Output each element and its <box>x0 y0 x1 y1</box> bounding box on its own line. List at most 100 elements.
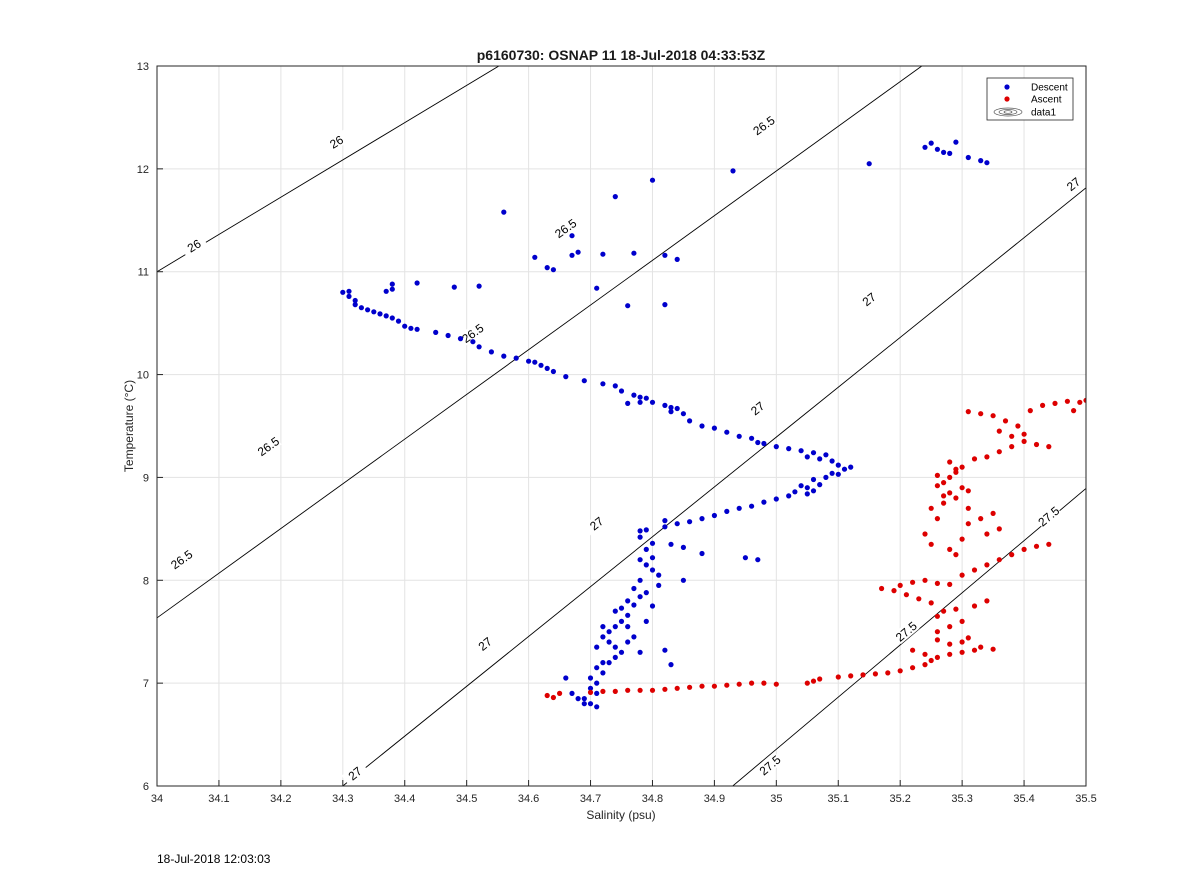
ascent-point <box>1033 441 1040 448</box>
ascent-point <box>953 606 959 612</box>
ascent-point <box>860 672 866 678</box>
descent-point <box>631 250 637 256</box>
descent-point <box>395 318 402 324</box>
ascent-point <box>996 449 1002 455</box>
ascent-point <box>984 454 990 460</box>
isopycnal-line <box>157 66 923 619</box>
descent-point <box>941 149 947 155</box>
ascent-point <box>600 688 606 695</box>
descent-point <box>563 374 569 380</box>
y-tick-label: 8 <box>143 575 149 587</box>
ascent-point <box>1009 433 1015 439</box>
descent-point <box>594 690 600 697</box>
descent-point <box>618 605 625 611</box>
descent-point <box>451 284 457 290</box>
descent-point <box>383 288 389 294</box>
descent-point <box>550 267 557 273</box>
ascent-point <box>1015 423 1021 429</box>
descent-point <box>761 440 767 447</box>
ascent-point <box>922 577 928 583</box>
ascent-point <box>1071 408 1077 414</box>
ascent-point <box>885 670 891 676</box>
ascent-point <box>711 683 718 689</box>
descent-point <box>656 572 662 578</box>
ascent-point <box>1027 408 1033 414</box>
ascent-point <box>1064 398 1070 404</box>
descent-point <box>575 249 581 255</box>
ascent-point <box>1083 397 1086 403</box>
descent-series <box>340 139 990 710</box>
legend-box <box>986 77 1074 121</box>
descent-point <box>798 448 804 454</box>
ascent-point <box>959 639 965 645</box>
ascent-point <box>971 456 978 462</box>
ascent-point <box>1021 438 1027 444</box>
descent-point <box>643 395 649 401</box>
descent-point <box>810 450 817 456</box>
descent-point <box>587 675 594 681</box>
ascent-point <box>934 654 941 661</box>
x-tick-label: 34.3 <box>332 793 353 805</box>
descent-point <box>606 639 612 645</box>
descent-point <box>358 305 364 311</box>
isopycnal-label-bg <box>855 286 883 312</box>
descent-point <box>823 474 829 480</box>
descent-point <box>755 557 761 563</box>
ascent-point <box>971 603 978 609</box>
descent-point <box>371 309 377 315</box>
ascent-point <box>817 676 823 682</box>
descent-point <box>544 265 550 271</box>
ascent-point <box>1046 444 1052 450</box>
descent-point <box>804 454 810 460</box>
descent-point <box>823 452 829 458</box>
ascent-point <box>934 472 941 478</box>
ascent-point <box>947 581 953 588</box>
ascent-point <box>761 680 767 686</box>
descent-point <box>606 629 612 635</box>
descent-point <box>934 146 941 152</box>
ascent-point <box>965 521 971 527</box>
descent-point <box>600 670 606 676</box>
ascent-point <box>947 641 953 647</box>
isopycnal-label-bg <box>459 320 487 346</box>
descent-point <box>730 168 736 174</box>
descent-point <box>340 289 346 295</box>
isopycnal-label-bg <box>744 395 771 421</box>
descent-point <box>600 381 606 387</box>
ascent-point <box>971 647 978 653</box>
descent-point <box>637 534 643 540</box>
descent-point <box>773 496 779 502</box>
descent-point <box>594 680 600 686</box>
descent-point <box>625 303 631 309</box>
descent-point <box>637 594 643 600</box>
y-tick-label: 12 <box>137 164 149 176</box>
ascent-point <box>959 536 965 542</box>
descent-point <box>817 456 823 462</box>
ascent-point <box>996 557 1002 563</box>
isopycnal-label-bg <box>551 215 580 241</box>
ascent-point <box>965 635 971 641</box>
chart-title: p6160730: OSNAP 11 18-Jul-2018 04:33:53Z <box>477 47 766 63</box>
descent-point <box>631 585 637 592</box>
isopycnal-label: 26 <box>185 236 204 255</box>
descent-point <box>637 399 643 405</box>
descent-point <box>612 624 618 630</box>
descent-point <box>786 493 792 499</box>
footer-timestamp: 18-Jul-2018 12:03:03 <box>157 852 271 866</box>
ascent-point <box>941 493 947 499</box>
x-tick-label: 34.7 <box>580 793 601 805</box>
descent-point <box>637 557 643 563</box>
descent-point <box>538 362 544 368</box>
x-tick-label: 34.6 <box>518 793 539 805</box>
isopycnal-label-bg <box>756 752 784 778</box>
grid-lines <box>156 65 1087 787</box>
descent-point <box>631 392 637 398</box>
ascent-point <box>922 531 928 537</box>
descent-point <box>922 144 928 150</box>
descent-point <box>532 359 538 365</box>
ascent-point <box>941 608 947 614</box>
ascent-point <box>984 562 990 568</box>
descent-point <box>569 252 575 258</box>
ascent-point <box>724 682 730 688</box>
ascent-point <box>1021 546 1027 553</box>
